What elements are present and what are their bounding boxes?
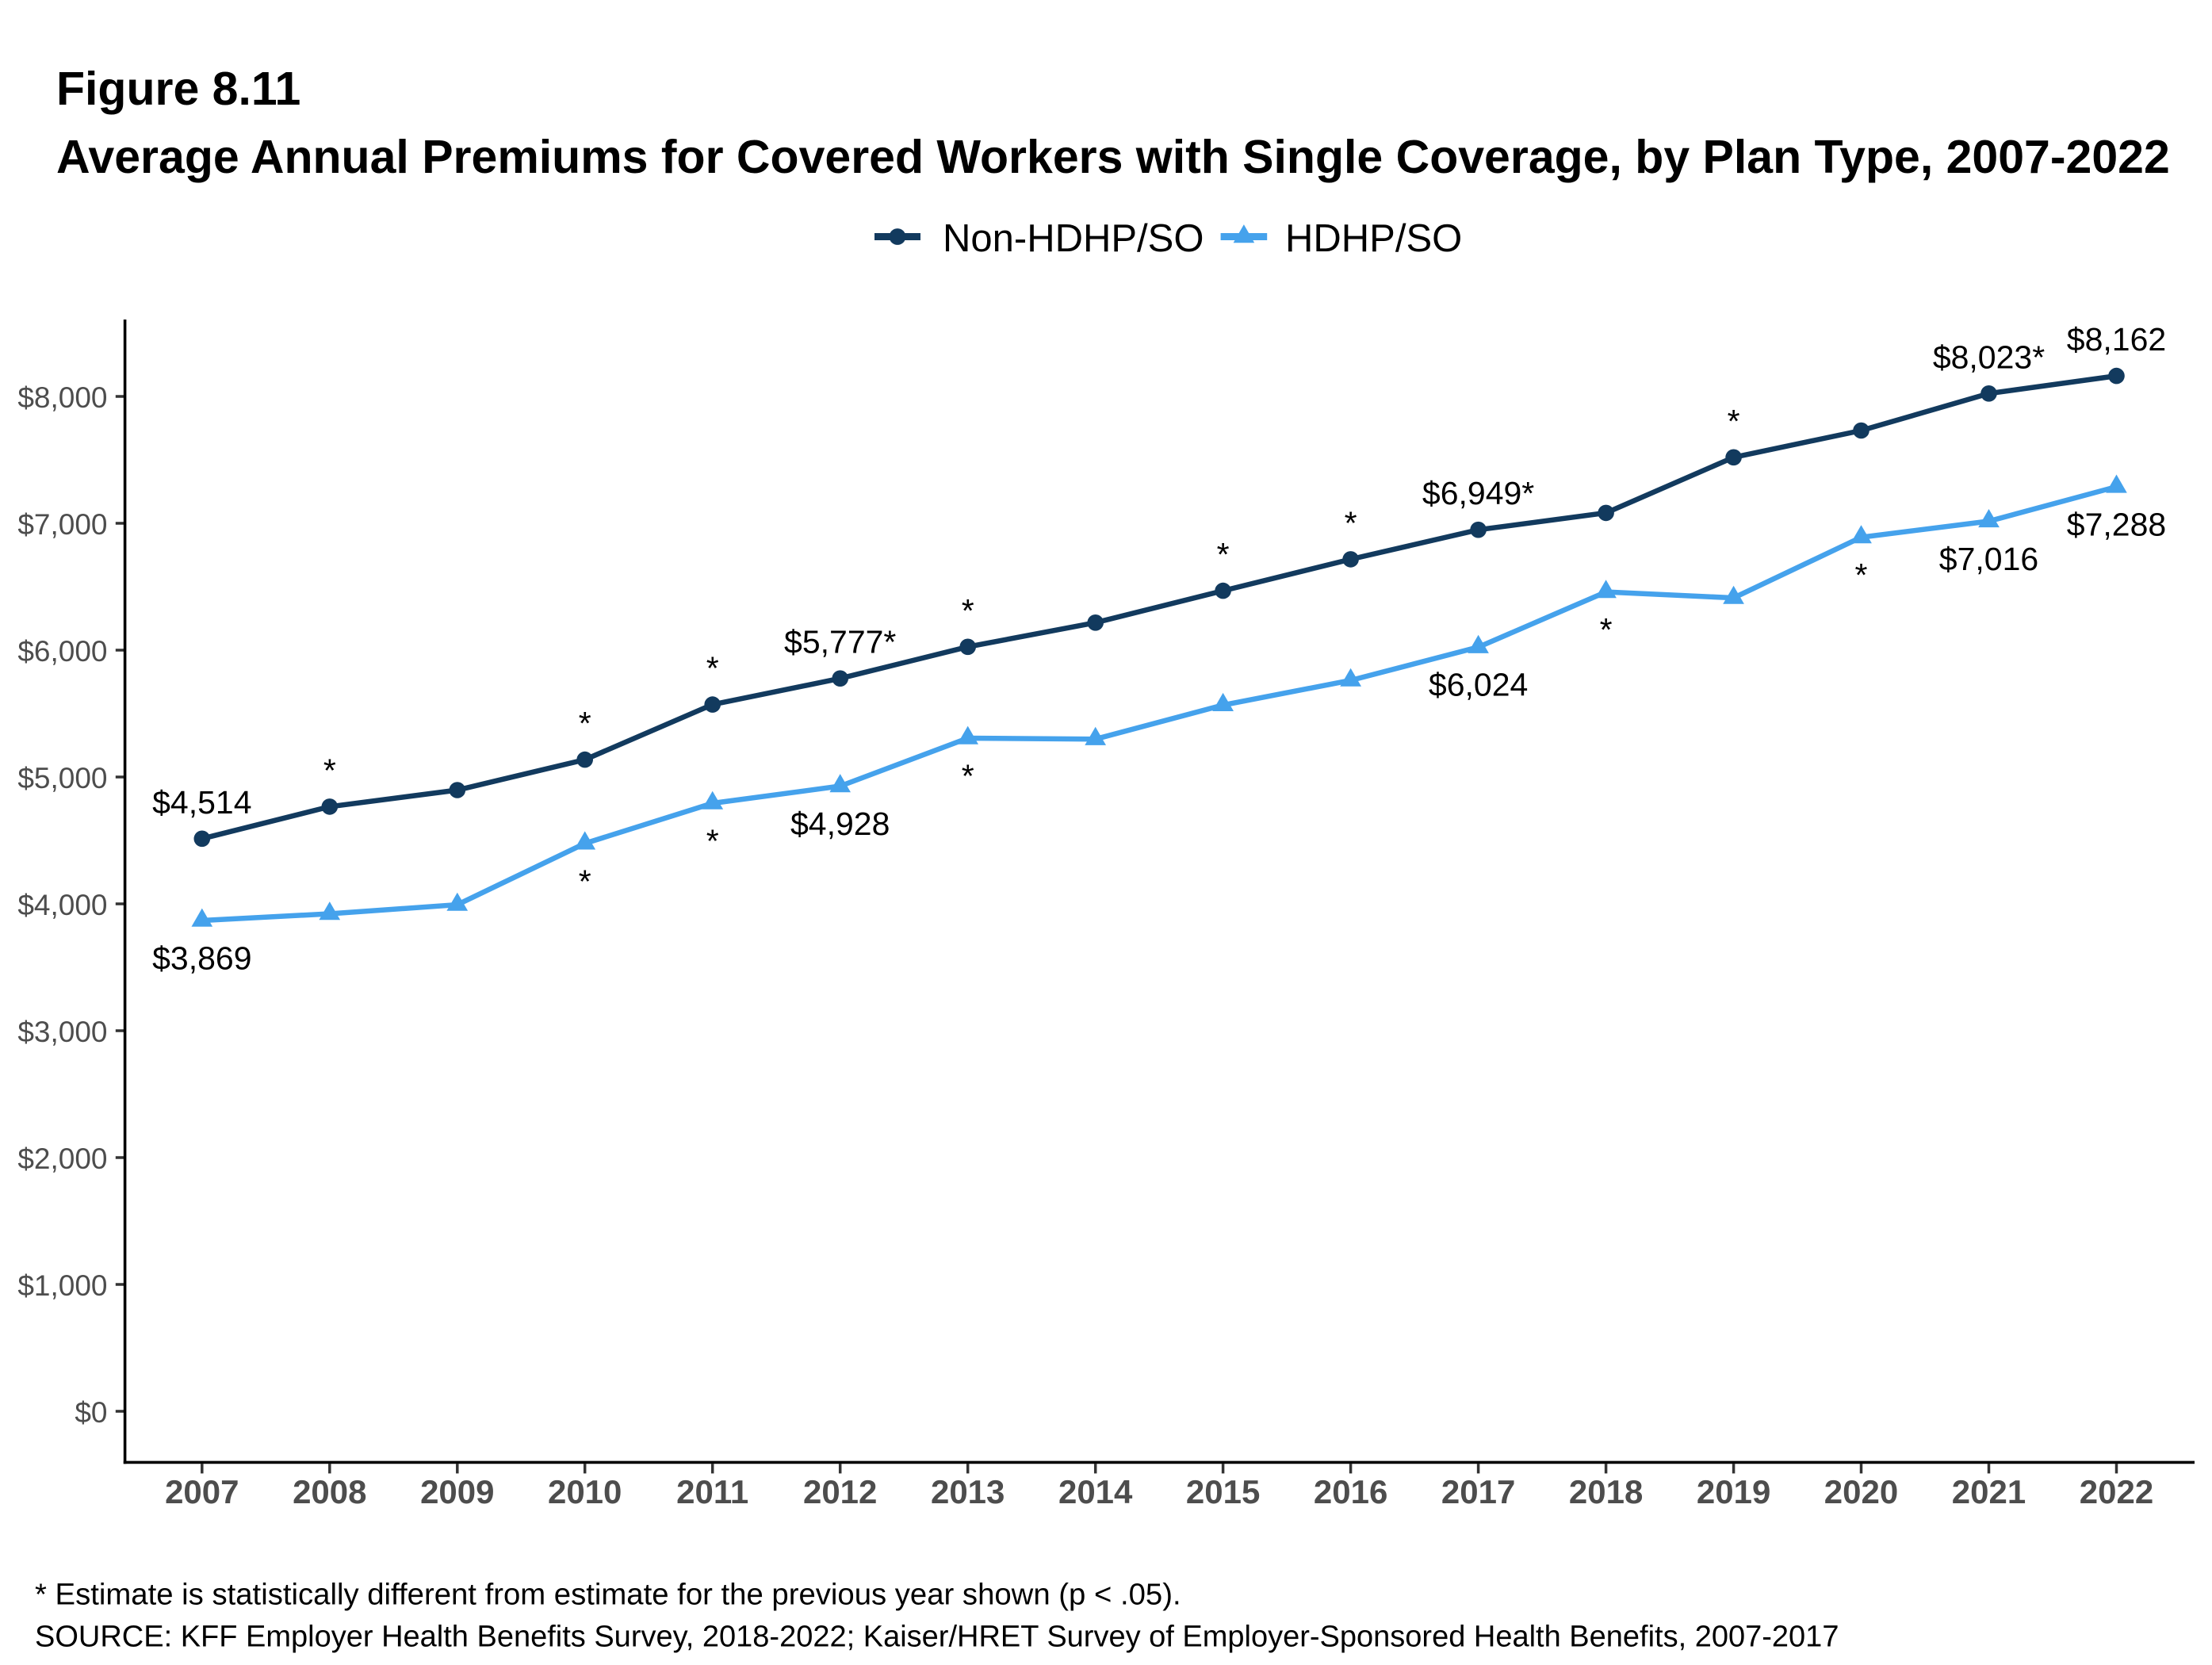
svg-text:*: * (323, 752, 336, 788)
svg-text:2015: 2015 (1186, 1473, 1260, 1510)
svg-text:2010: 2010 (548, 1473, 622, 1510)
svg-text:$5,777*: $5,777* (784, 624, 896, 660)
svg-text:HDHP/SO: HDHP/SO (1285, 217, 1462, 260)
svg-text:*: * (1345, 504, 1357, 541)
svg-text:*: * (1728, 403, 1740, 439)
svg-text:2009: 2009 (420, 1473, 494, 1510)
svg-text:*: * (962, 592, 974, 629)
svg-text:*: * (579, 863, 591, 899)
svg-text:* Estimate is statistically di: * Estimate is statistically different fr… (35, 1578, 1181, 1612)
svg-text:2011: 2011 (676, 1473, 748, 1510)
svg-text:2012: 2012 (803, 1473, 877, 1510)
svg-text:$6,024: $6,024 (1429, 667, 1528, 703)
svg-text:*: * (1217, 536, 1230, 572)
svg-text:$4,514: $4,514 (152, 784, 251, 821)
svg-text:$7,000: $7,000 (17, 508, 107, 541)
svg-text:2022: 2022 (2080, 1473, 2153, 1510)
svg-text:$8,000: $8,000 (17, 381, 107, 414)
svg-text:2016: 2016 (1314, 1473, 1387, 1510)
svg-text:$8,023*: $8,023* (1933, 339, 2045, 375)
svg-text:Average Annual Premiums for Co: Average Annual Premiums for Covered Work… (56, 131, 2170, 183)
svg-text:$4,928: $4,928 (790, 806, 890, 842)
svg-text:$7,288: $7,288 (2067, 506, 2166, 542)
svg-text:2013: 2013 (931, 1473, 1005, 1510)
svg-text:2017: 2017 (1441, 1473, 1515, 1510)
svg-text:$6,949*: $6,949* (1422, 475, 1534, 511)
svg-text:$4,000: $4,000 (17, 889, 107, 921)
svg-text:$5,000: $5,000 (17, 762, 107, 794)
svg-text:2007: 2007 (165, 1473, 239, 1510)
svg-text:$8,162: $8,162 (2067, 321, 2166, 358)
svg-text:*: * (706, 650, 719, 687)
svg-text:2008: 2008 (293, 1473, 366, 1510)
svg-text:*: * (706, 823, 719, 859)
svg-text:$3,869: $3,869 (152, 940, 251, 977)
svg-text:*: * (962, 758, 974, 794)
svg-text:2020: 2020 (1824, 1473, 1898, 1510)
svg-text:$1,000: $1,000 (17, 1269, 107, 1302)
svg-text:2021: 2021 (1952, 1473, 2026, 1510)
svg-text:SOURCE: KFF Employer Health Be: SOURCE: KFF Employer Health Benefits Sur… (35, 1621, 1839, 1654)
svg-text:*: * (579, 705, 591, 741)
svg-text:$6,000: $6,000 (17, 635, 107, 668)
svg-text:$2,000: $2,000 (17, 1143, 107, 1175)
svg-text:$7,016: $7,016 (1939, 541, 2038, 577)
svg-text:2019: 2019 (1697, 1473, 1770, 1510)
svg-text:2014: 2014 (1058, 1473, 1133, 1510)
svg-text:2018: 2018 (1569, 1473, 1643, 1510)
svg-text:$0: $0 (75, 1396, 107, 1429)
svg-text:*: * (1600, 611, 1613, 648)
svg-text:*: * (1855, 557, 1868, 593)
svg-text:$3,000: $3,000 (17, 1016, 107, 1048)
svg-text:Non-HDHP/SO: Non-HDHP/SO (943, 217, 1204, 260)
svg-text:Figure 8.11: Figure 8.11 (56, 63, 300, 115)
